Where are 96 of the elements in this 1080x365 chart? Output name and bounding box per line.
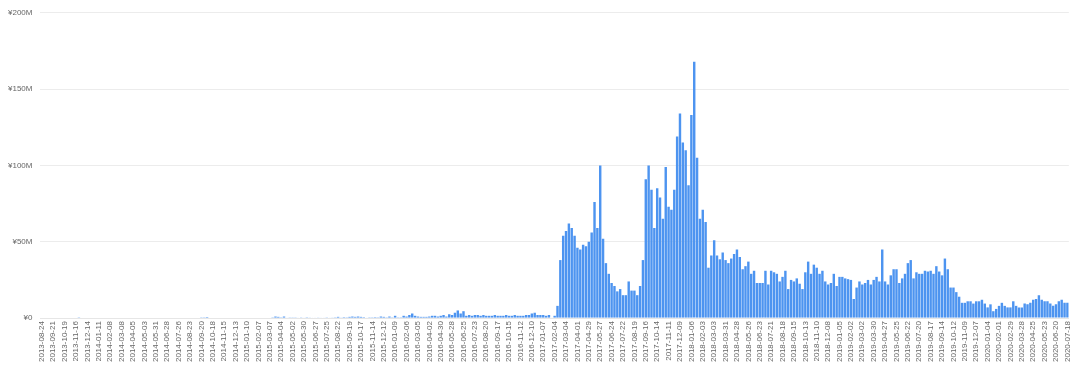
x-tick-label: 2016-08-20	[481, 320, 491, 362]
x-tick-label: 2019-07-20	[914, 320, 924, 362]
x-tick-label: 2018-04-28	[732, 320, 742, 362]
y-tick-label: ¥150M	[6, 84, 33, 94]
x-tick-label: 2014-02-08	[105, 320, 115, 362]
x-tick-label: 2020-03-28	[1017, 320, 1027, 362]
x-tick-label: 2017-04-29	[584, 320, 594, 362]
x-tick-label: 2017-05-27	[595, 320, 605, 362]
x-tick-label: 2018-06-23	[754, 320, 764, 362]
x-tick-label: 2019-01-05	[834, 320, 844, 362]
x-tick-label: 2017-01-07	[538, 320, 548, 362]
x-tick-label: 2015-08-22	[333, 320, 343, 362]
x-tick-label: 2019-03-30	[868, 320, 878, 362]
x-tick-label: 2014-12-13	[230, 320, 240, 362]
x-tick-label: 2014-04-05	[128, 320, 138, 362]
x-tick-label: 2016-11-12	[515, 320, 525, 362]
x-tick-label: 2015-03-07	[264, 320, 274, 362]
x-tick-label: 2018-07-21	[766, 320, 776, 362]
x-tick-label: 2019-08-17	[925, 320, 935, 362]
x-tick-label: 2014-05-03	[139, 320, 149, 362]
x-tick-label: 2017-12-09	[675, 320, 685, 362]
x-tick-label: 2017-02-04	[549, 320, 559, 362]
x-tick-label: 2015-06-27	[310, 320, 320, 362]
x-tick-label: 2019-10-12	[948, 320, 958, 362]
x-tick-label: 2017-04-01	[572, 320, 582, 362]
x-tick-label: 2013-10-19	[59, 320, 69, 362]
x-tick-label: 2016-12-10	[527, 320, 537, 362]
x-tick-label: 2013-09-21	[48, 320, 58, 362]
x-tick-label: 2019-02-02	[846, 320, 856, 362]
x-tick-label: 2017-07-22	[618, 320, 628, 362]
x-tick-label: 2018-09-15	[789, 320, 799, 362]
x-tick-label: 2014-09-20	[196, 320, 206, 362]
x-tick-label: 2015-10-17	[356, 320, 366, 362]
x-tick-label: 2016-04-30	[435, 320, 445, 362]
y-tick-label: ¥0	[22, 313, 33, 323]
x-tick-label: 2018-03-31	[720, 320, 730, 362]
x-tick-label: 2020-04-25	[1028, 320, 1038, 362]
x-tick-label: 2014-06-28	[162, 320, 172, 362]
x-tick-label: 2015-01-10	[242, 320, 252, 362]
x-tick-label: 2014-11-15	[219, 320, 229, 362]
x-tick-label: 2020-01-04	[982, 320, 992, 362]
x-tick-label: 2019-03-02	[857, 320, 867, 362]
x-tick-label: 2020-07-18	[1062, 320, 1072, 362]
x-tick-label: 2020-05-23	[1039, 320, 1049, 362]
x-tick-label: 2017-09-16	[641, 320, 650, 362]
x-tick-label: 2019-09-14	[937, 320, 947, 362]
x-tick-label: 2015-12-12	[378, 320, 388, 362]
x-tick-label: 2013-08-24	[37, 320, 47, 362]
x-tick-label: 2017-11-11	[663, 320, 673, 361]
x-tick-label: 2014-08-23	[185, 320, 195, 362]
x-tick-label: 2016-09-17	[492, 320, 502, 362]
x-tick-label: 2019-04-27	[880, 320, 890, 362]
x-tick-label: 2016-05-28	[447, 320, 457, 362]
x-tick-label: 2017-08-19	[629, 320, 639, 362]
x-tick-label: 2018-03-03	[709, 320, 719, 362]
x-tick-label: 2019-06-22	[903, 320, 913, 362]
x-tick-label: 2016-02-06	[401, 320, 411, 362]
y-tick-label: ¥200M	[6, 8, 33, 17]
x-tick-label: 2016-10-15	[504, 320, 514, 362]
x-tick-label: 2020-02-01	[994, 320, 1004, 362]
x-tick-label: 2018-02-03	[697, 320, 707, 362]
x-tick-label: 2015-04-04	[276, 320, 286, 362]
x-tick-label: 2017-03-04	[561, 320, 571, 362]
x-tick-label: 2014-10-18	[208, 320, 218, 362]
x-tick-label: 2015-02-07	[253, 320, 263, 362]
x-tick-label: 2018-01-06	[686, 320, 696, 362]
x-tick-label: 2016-03-05	[413, 320, 423, 362]
x-tick-label: 2015-07-25	[321, 320, 331, 362]
x-tick-label: 2016-06-25	[458, 320, 468, 362]
x-tick-label: 2014-07-26	[173, 320, 183, 362]
x-tick-label: 2016-07-23	[470, 320, 480, 362]
x-tick-label: 2019-11-09	[960, 320, 970, 362]
x-tick-label: 2019-05-25	[891, 320, 901, 362]
x-tick-label: 2017-10-14	[652, 320, 662, 362]
x-tick-label: 2014-05-31	[151, 320, 161, 362]
x-tick-label: 2014-03-08	[116, 320, 126, 362]
x-tick-label: 2015-05-30	[299, 320, 309, 362]
x-tick-label: 2017-06-24	[606, 320, 616, 362]
x-tick-label: 2018-11-10	[811, 320, 821, 362]
y-tick-label: ¥100M	[6, 160, 33, 170]
x-tick-label: 2016-01-09	[390, 320, 400, 362]
x-tick-label: 2019-12-07	[971, 320, 981, 362]
x-tick-label: 2013-12-14	[82, 320, 92, 362]
x-tick-label: 2018-10-13	[800, 320, 810, 362]
x-tick-label: 2015-09-19	[344, 320, 354, 362]
x-tick-label: 2018-08-18	[777, 320, 787, 362]
x-tick-label: 2018-12-08	[823, 320, 833, 362]
x-tick-label: 2013-11-16	[71, 320, 81, 362]
x-tick-label: 2015-11-14	[367, 320, 377, 362]
x-tick-label: 2018-05-26	[743, 320, 753, 362]
x-tick-label: 2016-04-02	[424, 320, 434, 362]
x-tick-label: 2020-02-29	[1005, 320, 1015, 362]
x-tick-label: 2015-05-02	[287, 320, 297, 362]
y-tick-label: ¥50M	[11, 236, 33, 246]
x-tick-label: 2014-01-11	[94, 320, 104, 362]
x-tick-label: 2020-06-20	[1051, 320, 1061, 362]
